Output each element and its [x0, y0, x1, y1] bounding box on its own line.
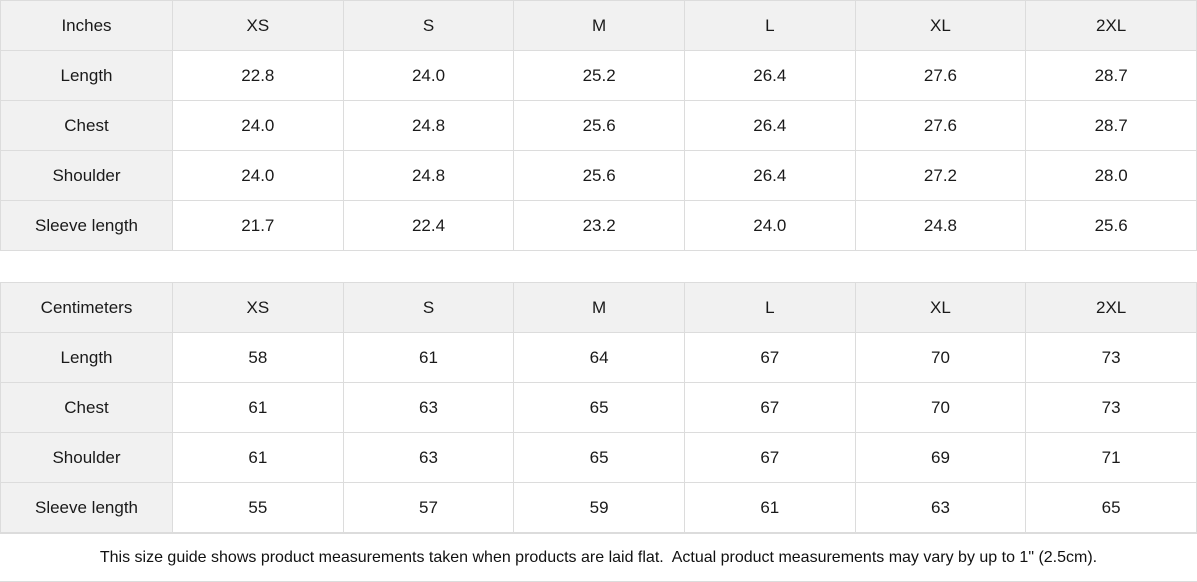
measurement-value: 67 — [683, 432, 856, 483]
measurement-label: Shoulder — [0, 432, 173, 483]
measurement-value: 26.4 — [683, 50, 856, 101]
measurement-value: 73 — [1025, 382, 1197, 433]
measurement-label: Sleeve length — [0, 200, 173, 251]
size-column-header: 2XL — [1025, 0, 1197, 51]
measurement-value: 65 — [513, 382, 685, 433]
size-column-header: M — [513, 0, 685, 51]
measurement-value: 25.6 — [513, 150, 685, 201]
measurement-value: 65 — [513, 432, 685, 483]
size-column-header: XS — [172, 282, 344, 333]
measurement-value: 61 — [172, 382, 344, 433]
table-header-row: Inches XS S M L XL 2XL — [0, 0, 1197, 51]
measurement-value: 22.8 — [172, 50, 344, 101]
measurement-value: 63 — [342, 432, 515, 483]
measurement-value: 28.7 — [1025, 100, 1197, 151]
size-table-centimeters: Centimeters XS S M L XL 2XL Length 58 61… — [0, 282, 1197, 533]
measurement-value: 24.0 — [172, 100, 344, 151]
measurement-value: 27.6 — [854, 100, 1027, 151]
measurement-label: Chest — [0, 100, 173, 151]
table-row: Chest 24.0 24.8 25.6 26.4 27.6 28.7 — [0, 100, 1197, 151]
measurement-value: 21.7 — [172, 200, 344, 251]
table-header-row: Centimeters XS S M L XL 2XL — [0, 282, 1197, 333]
measurement-value: 63 — [342, 382, 515, 433]
measurement-value: 24.0 — [342, 50, 515, 101]
measurement-value: 26.4 — [683, 100, 856, 151]
measurement-value: 61 — [172, 432, 344, 483]
measurement-value: 70 — [854, 332, 1027, 383]
measurement-label: Length — [0, 332, 173, 383]
table-row: Sleeve length 21.7 22.4 23.2 24.0 24.8 2… — [0, 200, 1197, 251]
size-column-header: S — [342, 0, 515, 51]
measurement-value: 28.0 — [1025, 150, 1197, 201]
measurement-label: Sleeve length — [0, 482, 173, 533]
table-row: Sleeve length 55 57 59 61 63 65 — [0, 482, 1197, 533]
size-column-header: 2XL — [1025, 282, 1197, 333]
measurement-value: 25.6 — [1025, 200, 1197, 251]
measurement-value: 22.4 — [342, 200, 515, 251]
table-row: Shoulder 24.0 24.8 25.6 26.4 27.2 28.0 — [0, 150, 1197, 201]
measurement-value: 65 — [1025, 482, 1197, 533]
measurement-value: 24.8 — [854, 200, 1027, 251]
measurement-value: 57 — [342, 482, 515, 533]
table-row: Chest 61 63 65 67 70 73 — [0, 382, 1197, 433]
size-guide-disclaimer: This size guide shows product measuremen… — [0, 533, 1197, 582]
measurement-value: 58 — [172, 332, 344, 383]
measurement-value: 67 — [683, 382, 856, 433]
measurement-value: 27.6 — [854, 50, 1027, 101]
measurement-value: 63 — [854, 482, 1027, 533]
size-column-header: XL — [854, 282, 1027, 333]
measurement-label: Chest — [0, 382, 173, 433]
measurement-value: 27.2 — [854, 150, 1027, 201]
measurement-label: Length — [0, 50, 173, 101]
size-column-header: XL — [854, 0, 1027, 51]
measurement-value: 24.0 — [172, 150, 344, 201]
table-separator — [0, 251, 1197, 282]
measurement-value: 61 — [683, 482, 856, 533]
size-column-header: L — [683, 282, 856, 333]
unit-header-cell: Inches — [0, 0, 173, 51]
measurement-value: 25.2 — [513, 50, 685, 101]
unit-header-cell: Centimeters — [0, 282, 173, 333]
measurement-value: 24.0 — [683, 200, 856, 251]
table-row: Length 58 61 64 67 70 73 — [0, 332, 1197, 383]
table-row: Shoulder 61 63 65 67 69 71 — [0, 432, 1197, 483]
table-row: Length 22.8 24.0 25.2 26.4 27.6 28.7 — [0, 50, 1197, 101]
measurement-value: 26.4 — [683, 150, 856, 201]
measurement-value: 28.7 — [1025, 50, 1197, 101]
size-column-header: XS — [172, 0, 344, 51]
size-table-inches: Inches XS S M L XL 2XL Length 22.8 24.0 … — [0, 0, 1197, 251]
measurement-value: 73 — [1025, 332, 1197, 383]
measurement-value: 25.6 — [513, 100, 685, 151]
measurement-value: 24.8 — [342, 150, 515, 201]
measurement-value: 55 — [172, 482, 344, 533]
measurement-label: Shoulder — [0, 150, 173, 201]
measurement-value: 69 — [854, 432, 1027, 483]
measurement-value: 23.2 — [513, 200, 685, 251]
size-column-header: L — [683, 0, 856, 51]
measurement-value: 71 — [1025, 432, 1197, 483]
size-column-header: M — [513, 282, 685, 333]
measurement-value: 24.8 — [342, 100, 515, 151]
measurement-value: 61 — [342, 332, 515, 383]
measurement-value: 59 — [513, 482, 685, 533]
measurement-value: 70 — [854, 382, 1027, 433]
size-column-header: S — [342, 282, 515, 333]
measurement-value: 67 — [683, 332, 856, 383]
measurement-value: 64 — [513, 332, 685, 383]
